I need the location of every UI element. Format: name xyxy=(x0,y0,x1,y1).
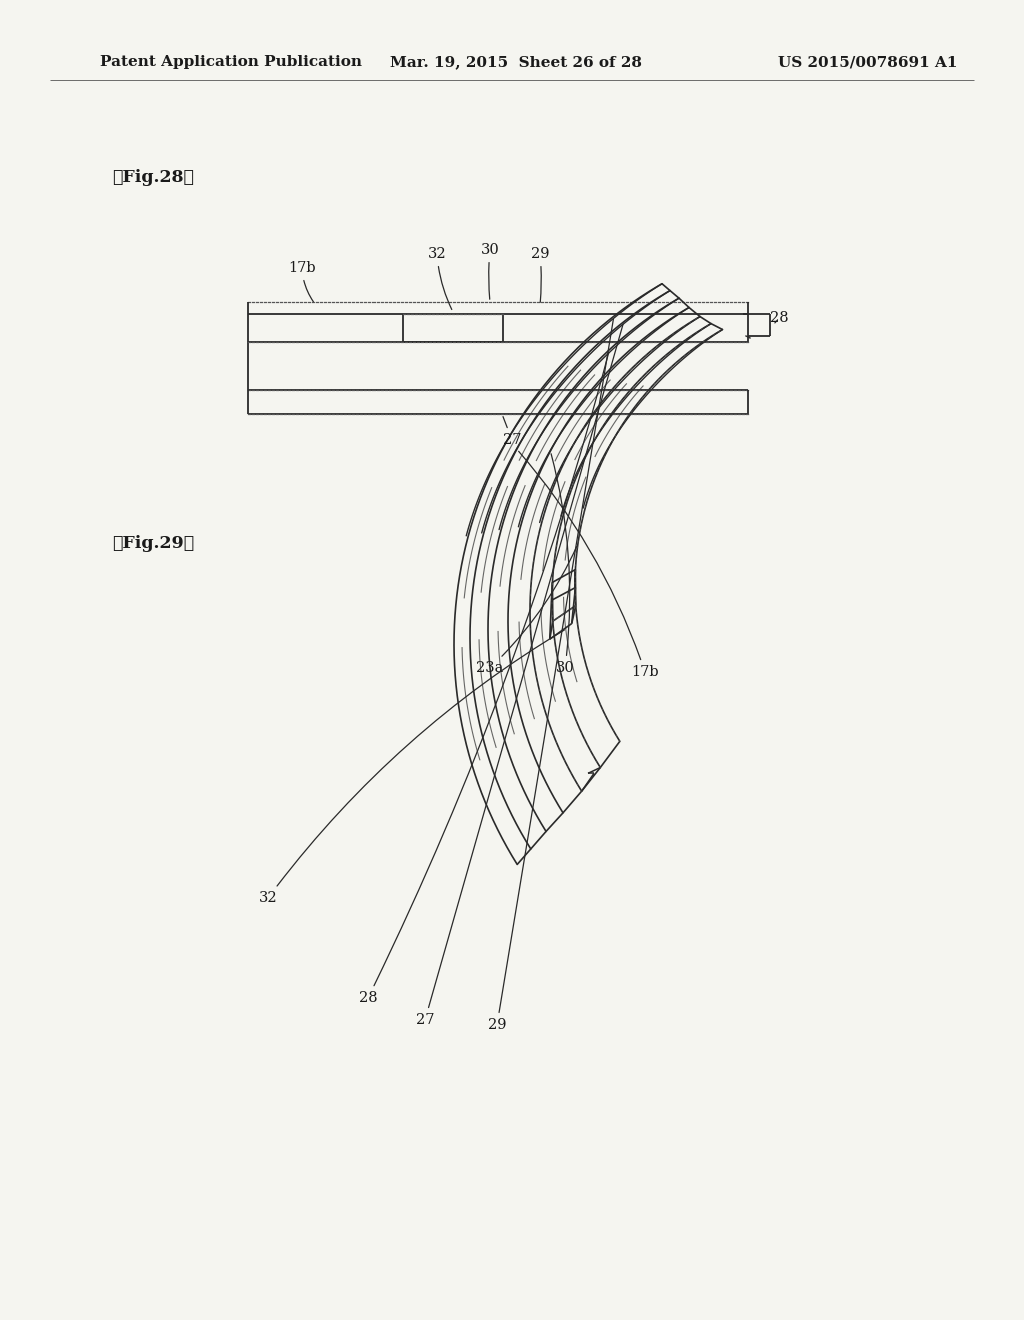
Text: 29: 29 xyxy=(530,247,549,302)
Text: 30: 30 xyxy=(551,454,574,675)
Text: 30: 30 xyxy=(480,243,500,300)
Text: 23a: 23a xyxy=(476,546,577,675)
Text: 28: 28 xyxy=(358,352,609,1005)
Text: 29: 29 xyxy=(487,319,613,1032)
Text: Patent Application Publication: Patent Application Publication xyxy=(100,55,362,69)
Text: 【Fig.28】: 【Fig.28】 xyxy=(112,169,194,186)
Text: 27: 27 xyxy=(416,325,623,1027)
Text: 17b: 17b xyxy=(518,451,658,678)
Text: US 2015/0078691 A1: US 2015/0078691 A1 xyxy=(778,55,957,69)
Text: 【Fig.29】: 【Fig.29】 xyxy=(112,535,195,552)
Text: 17b: 17b xyxy=(288,261,315,302)
Text: 32: 32 xyxy=(428,247,452,309)
Text: 27: 27 xyxy=(503,417,521,447)
Text: Mar. 19, 2015  Sheet 26 of 28: Mar. 19, 2015 Sheet 26 of 28 xyxy=(390,55,642,69)
Text: 32: 32 xyxy=(259,630,564,906)
Text: 28: 28 xyxy=(770,312,788,325)
